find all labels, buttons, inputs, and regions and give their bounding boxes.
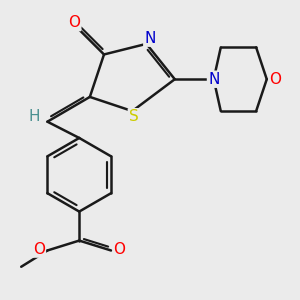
Text: O: O	[68, 15, 80, 30]
Text: H: H	[29, 109, 40, 124]
Text: S: S	[129, 109, 139, 124]
Text: O: O	[33, 242, 45, 256]
Text: O: O	[269, 72, 281, 87]
Text: O: O	[114, 242, 126, 256]
Text: N: N	[144, 31, 156, 46]
Text: N: N	[208, 72, 219, 87]
